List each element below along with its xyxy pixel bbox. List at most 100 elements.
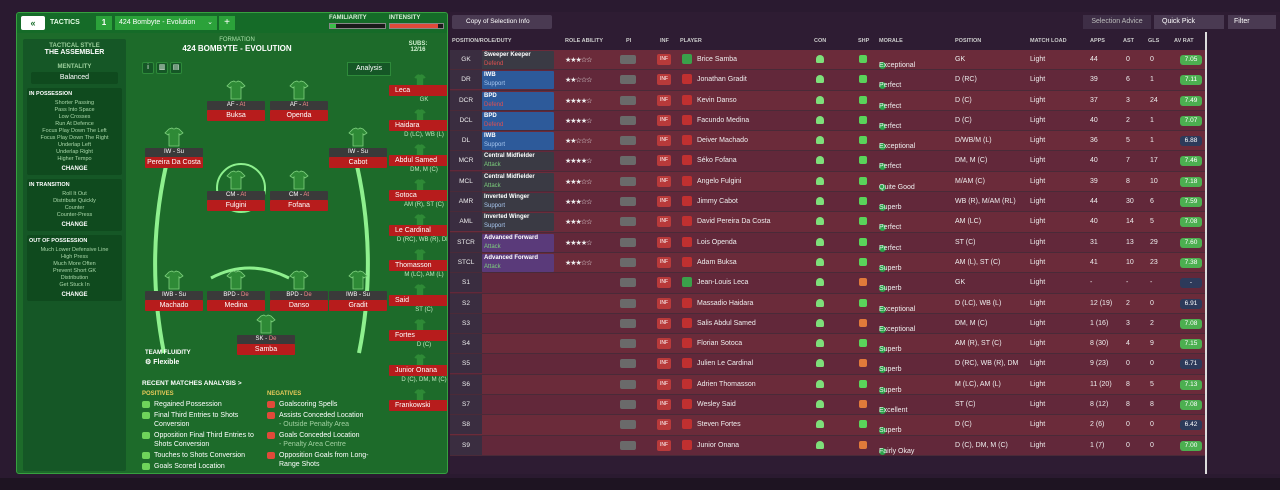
tactic-select[interactable]: 424 Bombyte - Evolution ⌄: [115, 16, 217, 30]
pitch-player[interactable]: IWB - Su Gradit: [329, 269, 387, 311]
table-row[interactable]: S9 INF Junior Onana Fairly Okay D (C), DM, M…: [450, 435, 1205, 456]
player-name[interactable]: Salis Abdul Samed: [697, 319, 756, 327]
table-row[interactable]: STCL Advanced Forward Attack ★★★☆☆ INF Adam B…: [450, 252, 1205, 274]
role-duty-cell[interactable]: Inverted Winger Support: [482, 213, 554, 232]
table-row[interactable]: S5 INF Julien Le Cardinal Superb D (RC), WB …: [450, 354, 1205, 375]
player-name[interactable]: Séko Fofana: [697, 157, 737, 165]
column-header[interactable]: PI: [626, 38, 632, 44]
copy-selection-dropdown[interactable]: Copy of Selection Info: [452, 15, 552, 29]
pitch-player[interactable]: IW - Su Pereira Da Costa: [145, 126, 203, 168]
player-name[interactable]: Florian Sotoca: [697, 340, 743, 348]
pitch-player[interactable]: SK - De Samba: [237, 313, 295, 355]
role-duty-cell[interactable]: Advanced Forward Attack: [482, 233, 554, 252]
player-role[interactable]: CM - At: [270, 191, 328, 200]
substitute[interactable]: Leca GK: [389, 73, 447, 105]
column-header[interactable]: GLS: [1148, 38, 1160, 44]
player-instructions-icon[interactable]: [620, 197, 636, 207]
table-row[interactable]: STCR Advanced Forward Attack ★★★★☆ INF Lois O…: [450, 232, 1205, 253]
player-instructions-icon[interactable]: [620, 339, 636, 349]
back-button[interactable]: «: [21, 16, 45, 30]
substitute[interactable]: Frankowski: [389, 388, 447, 420]
player-name[interactable]: Facundo Medina: [697, 116, 750, 124]
pitch-player[interactable]: BPD - De Danso: [270, 269, 328, 311]
player-instructions-icon[interactable]: [620, 379, 636, 389]
player-instructions-icon[interactable]: [620, 217, 636, 227]
player-instructions-icon[interactable]: [620, 318, 636, 328]
table-row[interactable]: S1 INF Jean-Louis Leca Superb GK Light - - - -: [450, 273, 1205, 294]
role-duty-cell[interactable]: Central Midfielder Attack: [482, 172, 554, 191]
player-instructions-icon[interactable]: [620, 359, 636, 369]
column-header[interactable]: PLAYER: [680, 38, 702, 44]
role-duty-cell[interactable]: Advanced Forward Attack: [482, 253, 554, 272]
table-row[interactable]: AMR Inverted Winger Support ★★★☆☆ INF Jimmy C…: [450, 192, 1205, 213]
substitute[interactable]: Haidara D (LC), WB (L): [389, 108, 447, 140]
player-instructions-icon[interactable]: [620, 237, 636, 247]
column-header[interactable]: SHP: [858, 38, 870, 44]
player-role[interactable]: IW - Su: [145, 148, 203, 157]
player-name[interactable]: Julien Le Cardinal: [697, 360, 754, 368]
player-role[interactable]: IWB - Su: [329, 291, 387, 300]
player-name[interactable]: Junior Onana: [697, 441, 740, 449]
player-name[interactable]: Steven Fortes: [697, 421, 741, 429]
clipboard-icon[interactable]: ▤: [170, 62, 182, 74]
add-tactic-button[interactable]: +: [219, 16, 235, 30]
player-instructions-icon[interactable]: [620, 156, 636, 166]
player-instructions-icon[interactable]: [620, 115, 636, 125]
player-name[interactable]: Angelo Fulgini: [697, 177, 742, 185]
substitute[interactable]: Fortes D (C): [389, 318, 447, 350]
role-duty-cell[interactable]: BPD Defend: [482, 91, 554, 110]
player-name[interactable]: Jean-Louis Leca: [697, 279, 749, 287]
selection-advice-button[interactable]: Selection Advice: [1083, 15, 1151, 29]
table-row[interactable]: DCR BPD Defend ★★★★☆ INF Kevin Danso Perfect D …: [450, 90, 1205, 111]
player-role[interactable]: IWB - Su: [145, 291, 203, 300]
formation-name[interactable]: 424 BOMBYTE - EVOLUTION: [182, 44, 292, 53]
player-instructions-icon[interactable]: [620, 75, 636, 85]
player-role[interactable]: IW - Su: [329, 148, 387, 157]
column-header[interactable]: INF: [660, 38, 669, 44]
player-name[interactable]: Deiver Machado: [697, 137, 748, 145]
player-role[interactable]: BPD - De: [207, 291, 265, 300]
player-role[interactable]: SK - De: [237, 335, 295, 344]
table-row[interactable]: DR IWB Support ★★☆☆☆ INF Jonathan Gradit Perfe…: [450, 70, 1205, 91]
player-name[interactable]: Lois Openda: [697, 238, 737, 246]
player-name[interactable]: Adrien Thomasson: [697, 380, 756, 388]
substitute[interactable]: Said ST (C): [389, 283, 447, 315]
player-name[interactable]: Wesley Said: [697, 401, 736, 409]
pitch-player[interactable]: BPD - De Medina: [207, 269, 265, 311]
substitute[interactable]: Thomasson M (LC), AM (L): [389, 248, 447, 280]
player-instructions-icon[interactable]: [620, 95, 636, 105]
player-instructions-icon[interactable]: [620, 176, 636, 186]
info-icon[interactable]: i: [142, 62, 154, 74]
table-row[interactable]: AML Inverted Winger Support ★★★☆☆ INF David P…: [450, 212, 1205, 233]
player-instructions-icon[interactable]: [620, 136, 636, 146]
mentality-select[interactable]: Balanced: [31, 72, 118, 84]
table-row[interactable]: S8 INF Steven Fortes Superb D (C) Light 2 (6) 0…: [450, 415, 1205, 436]
column-header[interactable]: POSITION: [955, 38, 982, 44]
table-row[interactable]: DCL BPD Defend ★★★★☆ INF Facundo Medina Perfec…: [450, 110, 1205, 132]
pitch-player[interactable]: IW - Su Cabot: [329, 126, 387, 168]
player-role[interactable]: CM - At: [207, 191, 265, 200]
table-row[interactable]: S6 INF Adrien Thomasson Superb M (LC), AM (L…: [450, 374, 1205, 396]
pitch-player[interactable]: AF - At Openda: [270, 79, 328, 121]
column-header[interactable]: APPS: [1090, 38, 1105, 44]
player-instructions-icon[interactable]: [620, 400, 636, 410]
table-row[interactable]: S3 INF Salis Abdul Samed Exceptional DM, M (…: [450, 313, 1205, 335]
quick-pick-button[interactable]: Quick Pick: [1154, 15, 1224, 29]
player-instructions-icon[interactable]: [620, 257, 636, 267]
table-row[interactable]: S7 INF Wesley Said Excellent ST (C) Light 8 (1…: [450, 395, 1205, 416]
pitch-player[interactable]: CM - At Fofana: [270, 169, 328, 211]
tactic-slot-number[interactable]: 1: [96, 16, 112, 30]
recent-analysis-link[interactable]: RECENT MATCHES ANALYSIS >: [142, 380, 242, 387]
player-name[interactable]: Adam Buksa: [697, 258, 737, 266]
change-in-possession-button[interactable]: CHANGE: [61, 166, 88, 172]
role-duty-cell[interactable]: IWB Support: [482, 132, 554, 151]
role-duty-cell[interactable]: Inverted Winger Support: [482, 193, 554, 212]
pitch-player[interactable]: CM - At Fulgini: [207, 169, 265, 211]
substitute[interactable]: Abdul Samed DM, M (C): [389, 143, 447, 175]
column-header[interactable]: ROLE ABILITY: [565, 38, 603, 44]
player-instructions-icon[interactable]: [620, 55, 636, 64]
role-duty-cell[interactable]: Sweeper Keeper Defend: [482, 51, 554, 69]
player-name[interactable]: Brice Samba: [697, 56, 738, 63]
player-role[interactable]: AF - At: [207, 101, 265, 110]
table-row[interactable]: S4 INF Florian Sotoca Superb AM (R), ST (C) L…: [450, 334, 1205, 355]
